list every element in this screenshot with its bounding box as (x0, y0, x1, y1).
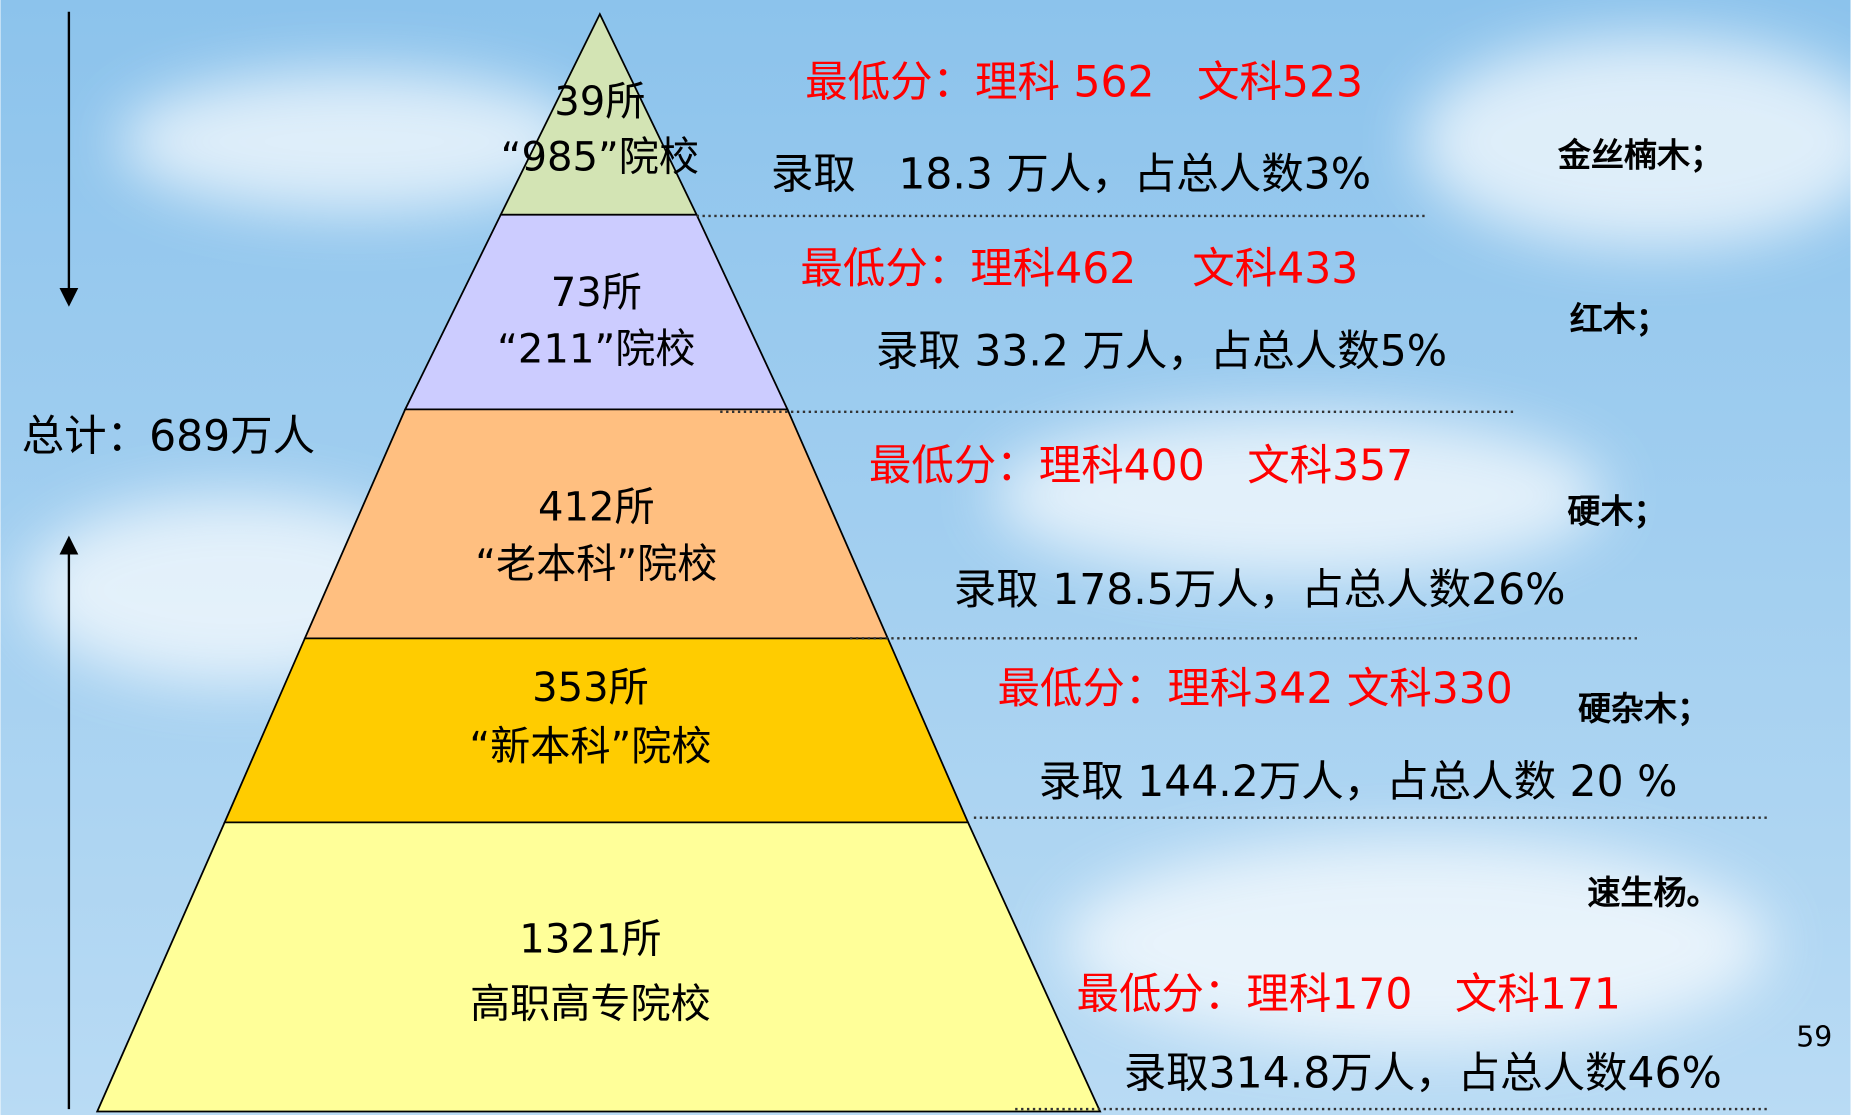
admission: 录取314.8万人，占总人数46% (1124, 1050, 1722, 1099)
wood-label: 红木； (1570, 299, 1669, 338)
tier-5 (95, 821, 1102, 1113)
wood-label: 金丝楠木； (1557, 135, 1723, 174)
tier-count: 73所 (551, 270, 642, 316)
total: 总计：689万人 (22, 412, 315, 461)
admission: 录取 18.3 万人，占总人数3% (771, 150, 1371, 199)
tier-name: “211”院校 (497, 327, 695, 373)
tier-name: “老本科”院校 (475, 541, 717, 587)
wood-label: 硬木； (1567, 492, 1666, 531)
min-score: 最低分：理科462 文科433 (800, 245, 1358, 294)
labels: 39所 “985”院校 最低分：理科 562 文科523 录取 18.3 万人，占总人… (469, 58, 1723, 1098)
tier-name: “新本科”院校 (469, 724, 711, 770)
pyramid (95, 12, 1102, 1113)
admission: 录取 144.2万人，占总人数 20 % (1039, 758, 1678, 807)
admission: 录取 178.5万人，占总人数26% (954, 566, 1566, 615)
tier-count: 1321所 (519, 917, 661, 963)
tier-count: 412所 (538, 485, 655, 531)
tier-name: 高职高专院校 (470, 981, 711, 1027)
min-score: 最低分：理科 562 文科523 (805, 58, 1363, 107)
wood-label: 速生杨。 (1587, 873, 1719, 912)
min-score: 最低分：理科400 文科357 (869, 442, 1413, 491)
min-score: 最低分：理科170 文科171 (1077, 971, 1621, 1020)
wood-label: 硬杂木； (1578, 689, 1710, 728)
min-score: 最低分：理科342 文科330 (997, 665, 1512, 714)
tier-name: “985”院校 (501, 134, 699, 180)
page-number: 59 (1796, 1020, 1832, 1053)
tier-count: 353所 (532, 665, 649, 711)
admission: 录取 33.2 万人，占总人数5% (876, 327, 1447, 376)
tier-count: 39所 (554, 79, 645, 125)
